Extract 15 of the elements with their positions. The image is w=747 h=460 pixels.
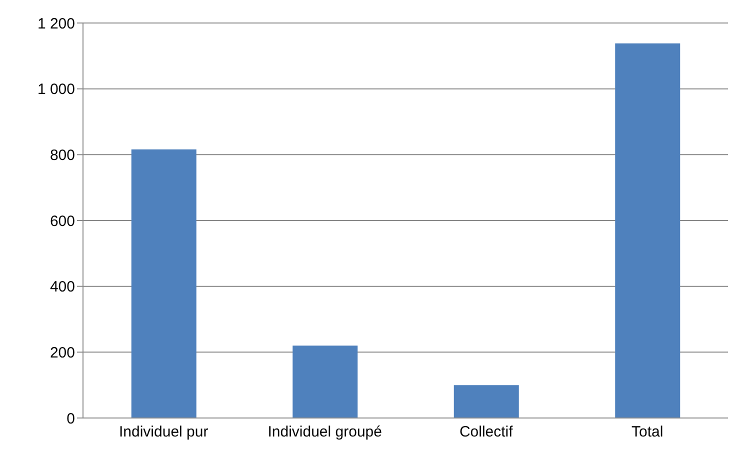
- y-tick-label: 1 000: [37, 81, 75, 98]
- bar: [454, 385, 519, 418]
- x-tick-label: Individuel pur: [119, 424, 208, 441]
- x-tick-label: Individuel groupé: [268, 424, 382, 441]
- bar: [131, 149, 196, 418]
- y-tick-label: 400: [50, 278, 75, 296]
- bar: [615, 43, 680, 418]
- bar: [292, 346, 358, 418]
- y-tick-label: 1 200: [37, 15, 75, 32]
- y-tick-label: 0: [66, 410, 75, 428]
- x-tick-label: Total: [632, 424, 664, 441]
- y-tick-label: 800: [50, 146, 75, 164]
- y-tick-label: 600: [50, 212, 75, 230]
- x-tick-label: Collectif: [459, 424, 514, 441]
- y-tick-label: 200: [50, 344, 75, 362]
